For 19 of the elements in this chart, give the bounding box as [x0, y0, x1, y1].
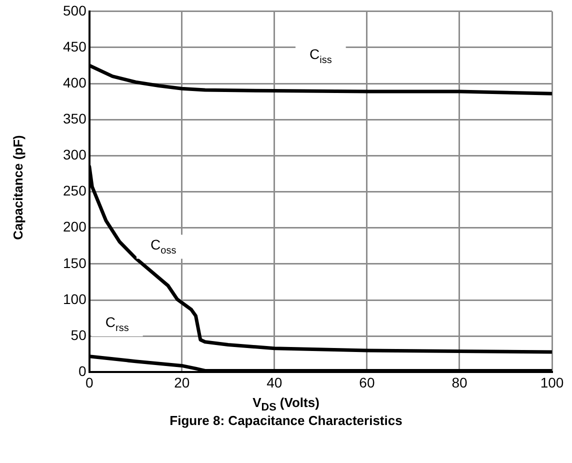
y-tick-label: 500 [63, 2, 87, 18]
text: Figure 8: Capacitance Characteristics [168, 413, 404, 428]
y-tick-label: 450 [63, 38, 87, 54]
x-tick-label: 60 [359, 374, 375, 390]
y-tick-label: 250 [63, 182, 87, 199]
y-tick-label: 50 [70, 326, 87, 343]
y-tick-label: 350 [63, 110, 87, 126]
y-axis-title: Capacitance (pF) [10, 134, 26, 242]
y-tick-label: 400 [63, 74, 87, 90]
x-tick-label: 100 [540, 374, 564, 390]
x-axis-title: V$_{DS}$ (Volts) [252, 395, 320, 414]
y-tick-label: 0 [78, 363, 87, 380]
x-tick-label: 40 [266, 374, 282, 390]
x-tick-label: 20 [174, 374, 190, 390]
x-tick-label: 80 [452, 374, 468, 390]
y-tick-label: 150 [63, 254, 87, 271]
y-tick-label: 100 [63, 290, 87, 307]
y-tick-label: 200 [63, 218, 87, 235]
y-tick-label: 300 [63, 146, 87, 163]
